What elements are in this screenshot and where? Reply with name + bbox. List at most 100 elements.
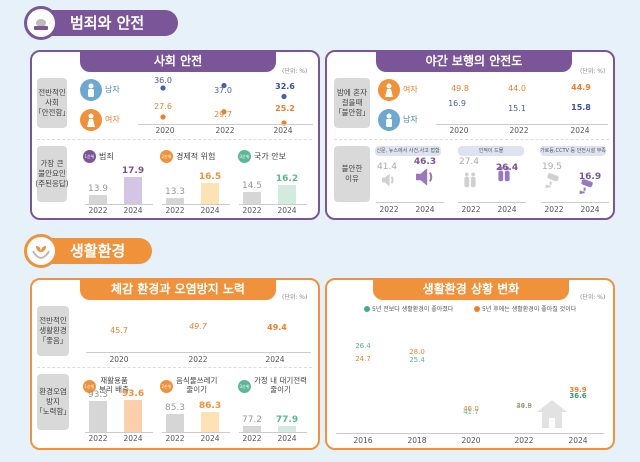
speaker-icon [414,166,436,192]
env-rank-3: 3순위 가정 내 대기전력 줄이기 [238,376,307,394]
panel-title-social-safety: 사회 안전 [80,50,276,72]
env-year-2020: 2020 [109,355,129,364]
bar-2024 [201,412,219,432]
ss-year-2020: 2020 [155,126,175,135]
rank-label: 가정 내 대기전력 줄이기 [254,376,308,394]
bar-value-2024: 93.6 [121,389,145,400]
people-icon [462,172,478,192]
panel-title-night-walk: 야간 보행의 안전도 [376,50,572,72]
lc-future-value: 24.7 [355,355,371,364]
panel-night-walk [325,50,615,220]
rank-badge: 3순위 [238,150,251,163]
divider [334,139,609,140]
row-label-pollution-effort: 환경오염 방지 「노력함」 [35,374,71,430]
bar-value-2022: 85.3 [164,402,186,413]
bar-2024 [124,400,142,432]
env-2020: 45.7 [110,326,128,335]
bar-2022 [166,413,184,432]
panel-social-safety [30,50,320,220]
env-rank-1: 1순위 재활용품 분리 배출 [83,376,129,394]
bar-value-2024: 16.5 [198,172,222,183]
reason-label-news: 신문, 뉴스에서 사건,사고 접함 [375,146,441,156]
ss-rank-1: 1순위 범죄 [83,150,114,163]
reason-year-label: 2024 [415,205,435,214]
bar-value-2022: 14.5 [241,181,263,192]
bar-value-2022: 13.3 [164,187,186,197]
bar-baseline [85,432,153,433]
reason-year-label: 2022 [379,205,399,214]
bar-value-2024: 86.3 [198,401,222,412]
reason-year-label: 2022 [544,205,564,214]
nw-year-2024: 2024 [570,126,590,135]
bar-value-2022: 93.3 [87,389,109,400]
unit-label: (단위: %) [282,68,308,75]
bar-value-2024: 77.9 [275,414,299,425]
ss-year-2022: 2022 [215,126,235,135]
unit-label: (단위: %) [282,294,308,301]
legend-label: 5년 전보다 생활환경이 좋아졌다 [372,306,454,313]
reason-label-deserted: 인적이 드물 [458,146,524,156]
env-2022: 49.7 [189,322,207,331]
reason-year-label: 2022 [461,205,481,214]
lc-future-value: 39.9 [569,385,587,394]
divider [37,139,312,140]
ss-rank-3: 3순위 국가 안보 [238,150,286,163]
bar-2022 [243,426,261,432]
male-icon [80,79,102,101]
lc-axis-line [336,433,604,434]
bar-2024 [278,184,296,204]
reason-value-2022: 41.4 [376,162,398,172]
bar-year-label: 2022 [88,434,108,443]
rank-label: 범죄 [99,152,114,161]
bar-2022 [89,195,107,204]
divider [37,367,312,368]
lc-past-value: 41.7 [463,408,479,417]
bar-year-label: 2024 [200,206,220,215]
bar-year-label: 2022 [165,434,185,443]
bar-year-label: 2024 [123,206,143,215]
nw-male-2024: 15.8 [571,103,591,112]
nw-year-2020: 2020 [449,126,469,135]
bar-baseline [162,432,230,433]
section-icon-crime [24,6,58,40]
female-label: 여자 [403,85,418,94]
env-axis-line [86,352,311,353]
ss-male-2022: 37.0 [214,86,232,95]
rank-badge: 2순위 [160,380,173,393]
reason-value-2022: 19.5 [541,162,563,172]
panel-title-living-change: 생활환경 상황 변화 [373,278,569,300]
female-icon [378,79,400,101]
section-icon-living [24,234,58,268]
ss-rank-2: 2순위 경제적 위험 [160,150,215,163]
bar-2024 [124,176,142,204]
rank-label: 국가 안보 [254,152,286,161]
env-year-2022: 2022 [188,355,208,364]
panel-living-change [325,278,615,450]
env-rank-2: 2순위 음식물쓰레기 줄이기 [160,376,217,394]
reason-value-2024: 16.9 [578,172,602,182]
legend-label: 5년 후에는 생활환경이 좋아질 것이다 [482,306,577,313]
ss-male-point [160,85,166,91]
legend-dot [474,305,480,312]
rank-badge: 3순위 [238,380,251,393]
nw-male-2022: 15.1 [508,104,526,113]
nw-female-2020: 49.8 [451,84,469,93]
male-label: 남자 [403,115,418,124]
bar-baseline [85,204,153,205]
people-icon [496,166,512,186]
reason-value-2024: 46.3 [413,157,437,167]
ss-male-point [221,82,227,89]
lc-past-value: 36.6 [569,392,587,401]
nw-female-2022: 44.0 [508,84,526,93]
speaker-icon [380,172,396,192]
lc-past-value: 39.8 [516,402,532,411]
env-year-2024: 2024 [265,355,285,364]
ss-axis-line [138,124,313,125]
reason-value-2024: 26.4 [495,163,519,173]
lc-future-value: 46.0 [463,405,479,414]
bar-year-label: 2022 [88,206,108,215]
ss-male-point [281,93,287,100]
bar-baseline [162,204,230,205]
lc-year-label: 2016 [353,436,373,445]
reason-baseline [376,202,444,203]
